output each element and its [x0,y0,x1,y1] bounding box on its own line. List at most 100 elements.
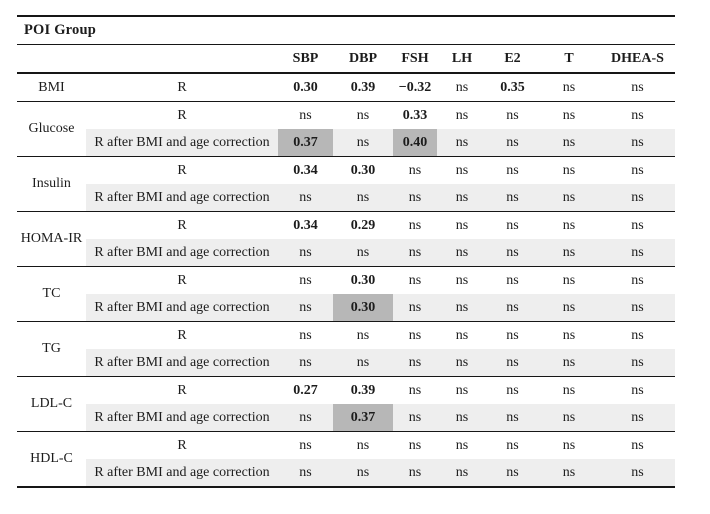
column-header-e2: E2 [487,44,538,74]
row-type-label: R [177,272,187,288]
value-cell-dbp: 0.29 [350,217,376,233]
value-cell-dhea-s: ns [600,459,676,488]
value-cell-dbp: ns [356,327,370,343]
row-type-label: R [177,437,187,453]
row-type-label: R [86,73,278,102]
value-cell-dhea-s: ns [631,382,644,398]
row-type-label: R after BMI and age correction [86,294,278,322]
value-cell-sbp: ns [278,349,333,377]
table-row: BMI R 0.30 0.39 −0.32 ns 0.35 ns ns [17,73,676,102]
value-cell-dhea-s: ns [631,272,644,288]
value-cell-e2: ns [487,184,538,212]
row-type-label: R [177,382,187,398]
row-type-label: R [177,327,187,343]
value-cell-dhea-s: ns [631,107,644,123]
value-cell-lh: ns [455,382,469,398]
value-cell-e2: ns [506,272,519,288]
value-cell-dbp: 0.30 [333,294,393,322]
value-cell-t: ns [538,404,600,432]
value-cell-dhea-s: ns [631,217,644,233]
column-header-lh: LH [437,44,487,74]
value-cell-e2: ns [487,129,538,157]
parameter-label: Glucose [17,101,86,157]
value-cell-dbp: 0.37 [333,404,393,432]
value-cell-t: ns [538,184,600,212]
value-cell-fsh: ns [408,327,422,343]
value-cell-e2: ns [487,239,538,267]
value-cell-t: ns [538,349,600,377]
value-cell-dbp: ns [333,184,393,212]
value-cell-dbp: ns [333,129,393,157]
value-cell-t: ns [562,217,576,233]
value-cell-fsh: 0.40 [393,129,437,157]
value-cell-fsh: −0.32 [393,73,437,102]
poi-correlation-table: POI Group SBP DBP FSH LH E2 T DHEA-S BMI R 0.30 0… [17,15,676,488]
value-cell-e2: ns [506,327,519,343]
value-cell-lh: ns [455,327,469,343]
value-cell-t: ns [562,162,576,178]
value-cell-dhea-s: ns [600,184,676,212]
row-type-label: R after BMI and age correction [86,459,278,488]
parameter-label: HOMA-IR [17,211,86,267]
table-row: R after BMI and age correction ns ns ns ns ns… [17,349,676,377]
row-type-label: R [177,162,187,178]
header-row: SBP DBP FSH LH E2 T DHEA-S [17,44,676,74]
value-cell-lh: ns [455,107,469,123]
value-cell-dbp: 0.39 [333,73,393,102]
value-cell-dbp: ns [333,239,393,267]
parameter-label: LDL-C [17,376,86,432]
table-row: R after BMI and age correction ns 0.37 ns ns… [17,404,676,432]
column-header-fsh: FSH [393,44,437,74]
value-cell-e2: ns [506,217,519,233]
value-cell-sbp: 0.30 [278,73,333,102]
value-cell-dbp: 0.30 [350,162,376,178]
value-cell-dhea-s: ns [600,404,676,432]
value-cell-lh: ns [455,162,469,178]
value-cell-t: ns [562,437,576,453]
value-cell-t: ns [562,107,576,123]
value-cell-sbp: ns [278,459,333,488]
column-header-t: T [538,44,600,74]
parameter-label: TG [17,321,86,377]
value-cell-t: ns [538,459,600,488]
value-cell-e2: ns [506,437,519,453]
param-header-spacer [17,44,86,74]
table-row: Insulin R 0.34 0.30 ns ns ns ns ns [17,156,675,212]
value-cell-sbp: 0.34 [293,162,318,178]
value-cell-t: ns [562,327,576,343]
value-cell-e2: ns [487,459,538,488]
value-cell-fsh: ns [408,217,422,233]
value-cell-dbp: ns [333,459,393,488]
value-cell-t: ns [538,129,600,157]
table-row: LDL-C R 0.27 0.39 ns ns ns ns ns [17,376,675,432]
parameter-label: TC [17,266,86,322]
value-cell-fsh: ns [393,404,437,432]
column-header-dbp: DBP [333,44,393,74]
value-cell-sbp: ns [299,107,312,123]
table-title: POI Group [17,16,676,45]
value-cell-fsh: ns [393,294,437,322]
row-type-label: R [177,107,187,123]
value-cell-sbp: ns [299,272,312,288]
value-cell-fsh: ns [408,162,422,178]
parameter-label: HDL-C [17,431,86,488]
value-cell-dbp: ns [356,107,370,123]
value-cell-lh: ns [437,294,487,322]
value-cell-sbp: 0.34 [293,217,318,233]
parameter-label: Insulin [17,156,86,212]
row-type-label: R after BMI and age correction [86,404,278,432]
value-cell-fsh: ns [393,349,437,377]
value-cell-e2: ns [487,294,538,322]
value-cell-sbp: ns [299,437,312,453]
value-cell-e2: ns [506,382,519,398]
value-cell-t: ns [538,294,600,322]
table-row: R after BMI and age correction 0.37 ns 0.40… [17,129,676,157]
value-cell-e2: ns [487,404,538,432]
value-cell-sbp: ns [278,184,333,212]
table-title-row: POI Group [17,16,676,45]
value-cell-sbp: ns [278,239,333,267]
